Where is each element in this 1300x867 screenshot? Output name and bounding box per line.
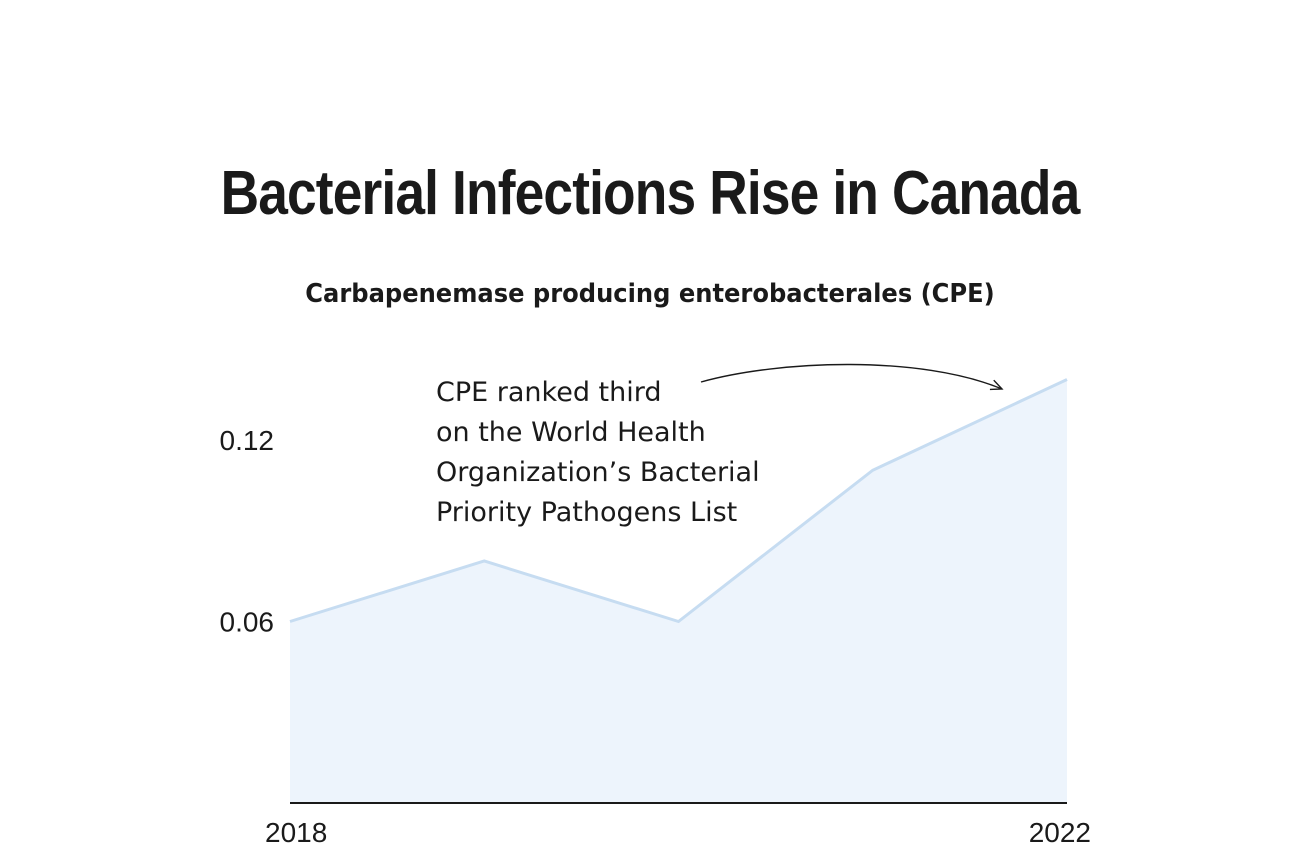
chart-title: Bacterial Infections Rise in Canada: [220, 159, 1081, 228]
y-tick-label: 0.12: [220, 425, 275, 456]
annotation-arrow: [700, 363, 1004, 391]
chart-subtitle: Carbapenemase producing enterobacterales…: [305, 279, 995, 309]
annotation-text: CPE ranked third on the World Health Organ…: [436, 377, 760, 528]
x-tick-label: 2022: [1029, 817, 1091, 848]
annotation-line: Priority Pathogens List: [436, 497, 737, 528]
annotation-line: on the World Health: [436, 417, 706, 448]
x-tick-label: 2018: [265, 817, 327, 848]
annotation-line: Organization’s Bacterial: [436, 457, 760, 488]
series-line: [289, 378, 1068, 624]
y-tick-label: 0.06: [220, 607, 275, 638]
area-fill: [290, 379, 1067, 803]
annotation-line: CPE ranked third: [436, 377, 662, 408]
